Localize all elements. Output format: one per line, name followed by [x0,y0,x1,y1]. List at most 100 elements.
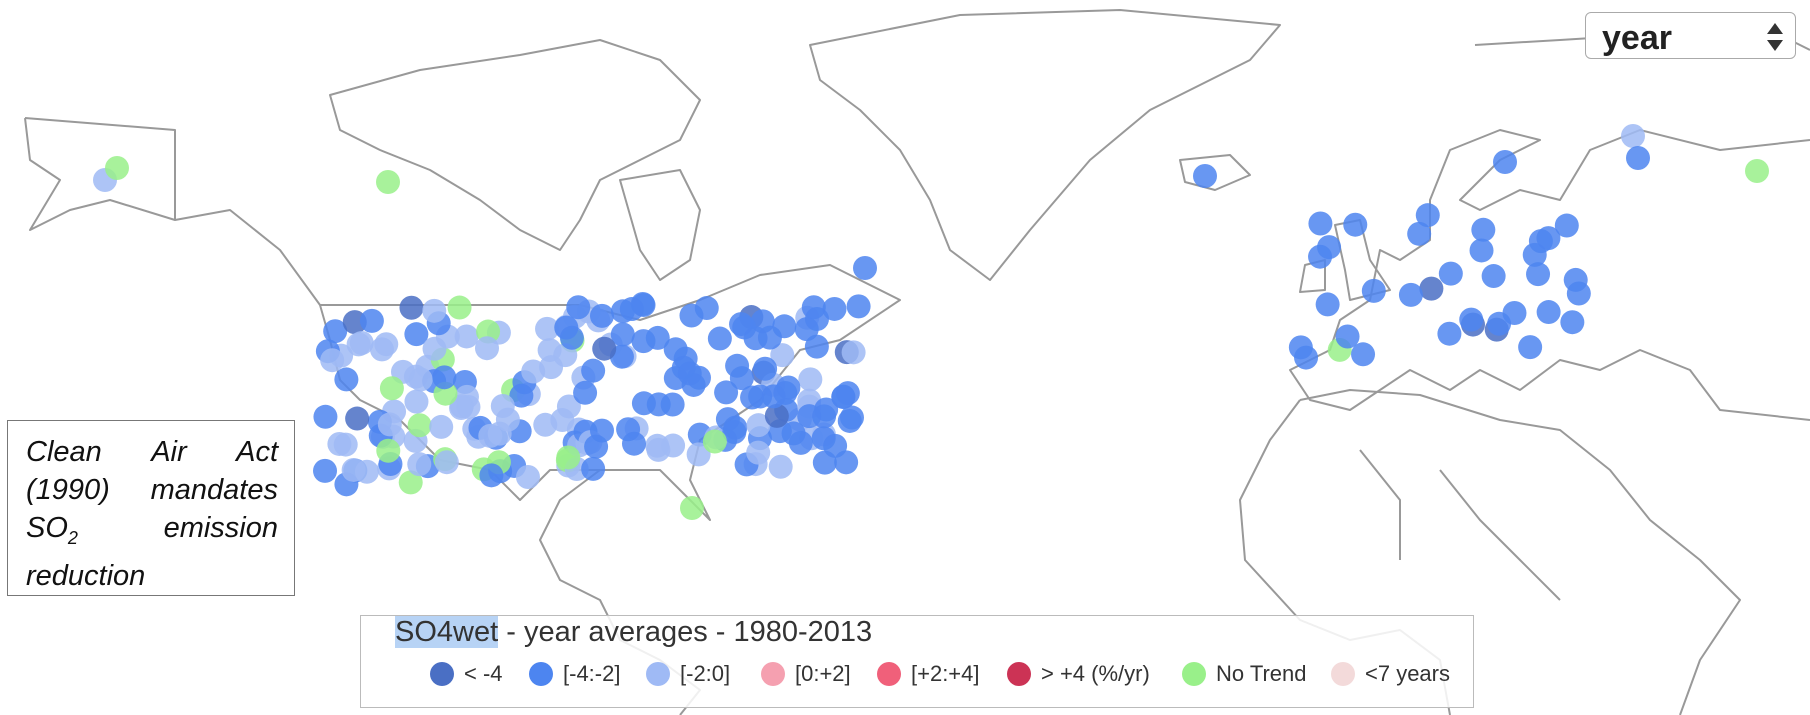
station-dot [404,389,429,414]
station-dot [333,432,358,457]
annotation-subscript: 2 [67,527,78,548]
legend-label: [-4:-2] [563,661,620,686]
station-dot [748,384,773,409]
station-dot [454,324,479,349]
station-dot [631,329,656,354]
legend-label: <7 years [1365,661,1450,686]
station-dot [1437,321,1462,346]
station-dot [589,303,614,328]
select-arrows [1767,23,1783,51]
station-dot [535,316,560,341]
station-dot [1621,124,1645,148]
station-dot [746,413,771,438]
legend-swatch [1331,662,1355,686]
station-dot [399,295,424,320]
station-dot [556,445,581,470]
legend-swatch [430,662,454,686]
station-dot [702,429,727,454]
station-dot [447,295,472,320]
station-dot [377,412,402,437]
station-dot [788,430,813,455]
station-dot [631,391,656,416]
station-dot [616,417,641,442]
station-dot [1560,310,1585,335]
legend-swatch [529,662,553,686]
station-dot [407,413,432,438]
station-dot [1487,311,1512,336]
legend-swatch [646,662,670,686]
station-dot [732,315,757,340]
station-dot [434,450,459,475]
station-dot [581,358,606,383]
station-dot [1315,292,1340,317]
station-dot [376,170,400,194]
station-dot [1335,324,1360,349]
station-dot [407,452,432,477]
station-dot [379,376,404,401]
station-dot [573,380,598,405]
select-value: year [1602,19,1672,57]
station-dot [729,366,754,391]
legend-label: [+2:+4] [911,661,980,686]
station-dot [346,332,371,357]
station-dot [853,256,877,280]
station-dot [515,465,540,490]
station-dot [566,295,591,320]
arctic-islands [329,39,701,281]
station-dot [811,426,836,451]
legend-swatch [1182,662,1206,686]
land-outlines [24,9,1810,715]
station-dot [449,396,474,421]
station-dot [619,297,644,322]
station-dot [1343,212,1368,237]
station-dot [846,294,871,319]
station-dot [663,337,688,362]
station-dot [334,367,359,392]
station-dot [487,421,512,446]
station-dot [804,334,829,359]
legend-items: < -4 [-4:-2] [-2:0] [0:+2] [+2:+4] > +4 (%/yr… [430,661,1450,686]
station-dot [757,325,782,350]
station-dot [753,356,778,381]
legend-swatch [1007,662,1031,686]
station-dot [408,367,433,392]
station-dot [768,454,793,479]
greenland [809,9,1281,281]
station-dot [804,306,829,331]
station-dot [592,336,617,361]
station-dot [661,433,686,458]
station-dot [831,385,856,410]
station-dot [722,420,747,445]
period-select[interactable]: year [1585,12,1796,59]
station-dot [1361,278,1386,303]
station-dot [1398,282,1423,307]
station-dot [320,348,345,373]
station-dot [432,365,457,390]
legend-label: [0:+2] [795,661,851,686]
station-dot [610,322,635,347]
annotation-text: Clean Air Act (1990) mandates SO [26,436,278,544]
station-dot [539,355,564,380]
station-dot [313,458,338,483]
station-dot [1536,300,1561,325]
station-dot [376,438,401,463]
station-dot [404,322,429,347]
station-dot [1308,211,1333,236]
station-dot [359,308,384,333]
station-dot [479,463,504,488]
station-dot [1745,159,1769,183]
station-dot [1481,264,1506,289]
station-dot [1471,217,1496,242]
station-dot [797,404,822,429]
legend-swatch [761,662,785,686]
station-dots [93,124,1769,520]
annotation: Clean Air Act (1990) mandates SO2 emissi… [7,420,295,596]
iceland [1179,154,1251,191]
station-dot [422,298,447,323]
station-dot [313,404,338,429]
station-dot [341,457,366,482]
legend-title: SO4wet - year averages - 1980-2013 [395,616,872,649]
station-dot [398,470,423,495]
station-dot [677,361,702,386]
